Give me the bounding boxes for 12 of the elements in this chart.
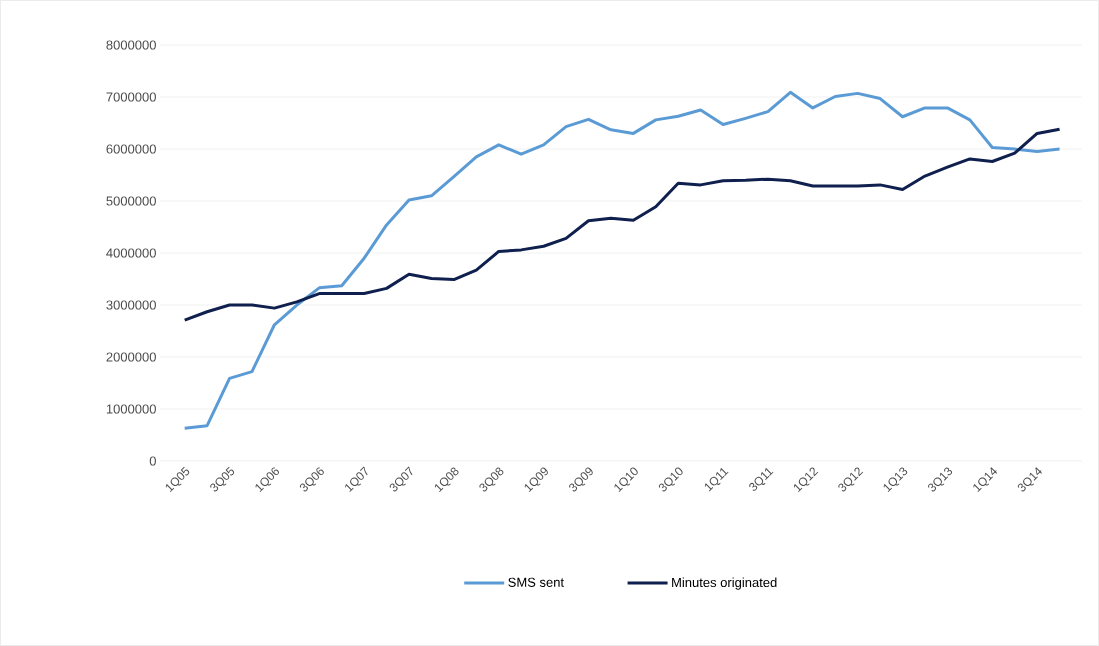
y-tick-label: 1000000 xyxy=(106,404,156,414)
y-tick-label: 4000000 xyxy=(106,248,156,258)
y-tick-label: 5000000 xyxy=(106,196,156,206)
y-tick-label: 7000000 xyxy=(106,92,156,102)
legend-label: SMS sent xyxy=(508,577,564,587)
line-series xyxy=(183,90,1062,430)
y-tick-label: 8000000 xyxy=(106,40,156,50)
y-tick-label: 2000000 xyxy=(106,352,156,362)
y-tick-label: 3000000 xyxy=(106,300,156,310)
y-tick-label: 0 xyxy=(149,456,156,466)
legend-label: Minutes originated xyxy=(672,577,777,590)
y-tick-label: 6000000 xyxy=(106,144,156,154)
